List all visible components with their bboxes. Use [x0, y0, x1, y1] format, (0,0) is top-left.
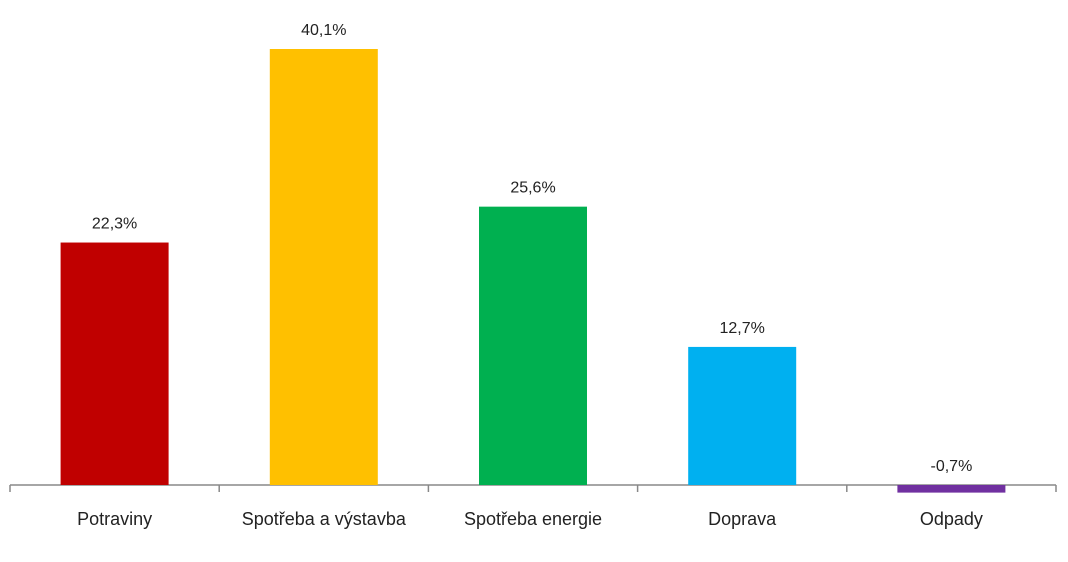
x-tick-label: Odpady [919, 509, 983, 529]
data-label: 12,7% [720, 320, 765, 337]
bar [479, 206, 587, 485]
bar [269, 49, 378, 485]
data-label: 40,1% [301, 22, 346, 39]
x-tick-label: Doprava [708, 509, 777, 529]
data-label: 25,6% [510, 180, 555, 197]
data-label: -0,7% [931, 458, 973, 475]
x-tick-label: Spotřeba a výstavba [241, 509, 406, 529]
bar [688, 346, 797, 485]
bar [60, 242, 169, 485]
x-tick-label: Potraviny [77, 509, 153, 529]
data-label: 22,3% [92, 216, 137, 233]
bar [897, 485, 1006, 493]
x-tick-label: Spotřeba energie [463, 509, 603, 529]
